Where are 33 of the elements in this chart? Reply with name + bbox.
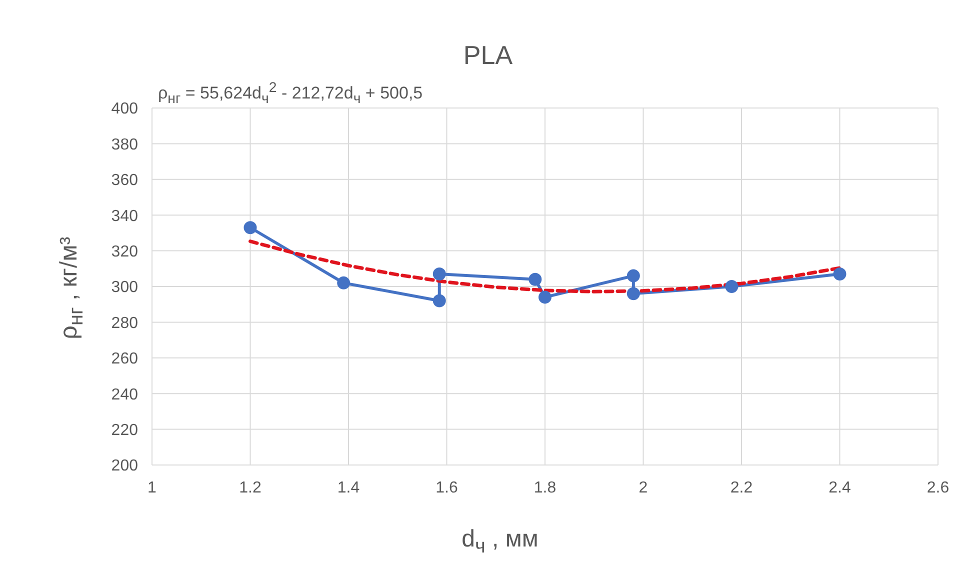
point	[432, 268, 446, 281]
point	[538, 290, 552, 304]
point	[432, 294, 446, 308]
x-axis-title: d$_{ч}$ , мм	[462, 526, 538, 558]
point	[244, 221, 257, 234]
chart-title: PLA	[462, 40, 514, 71]
x-tick-label: 2.6	[926, 479, 950, 496]
x-tick-label: 1.6	[436, 479, 458, 496]
point	[626, 269, 640, 282]
x-tick-label: 1.8	[534, 479, 556, 496]
x-tick-label: 1.2	[239, 479, 262, 496]
text: ρ$_{нг}$ = 55,624d$_{ч}$$^{2}$ - 212,72d$_{ч}$ + 500,5	[158, 80, 423, 108]
y-tick-label: 200	[111, 458, 138, 475]
point	[833, 268, 846, 281]
x-tick-label: 2	[638, 479, 648, 496]
y-tick-label: 320	[111, 243, 138, 260]
y-tick-label: 380	[111, 136, 138, 154]
point	[528, 272, 542, 286]
y-tick-label: 220	[111, 422, 138, 439]
x-tick-label: 1.4	[337, 479, 360, 496]
y-tick-label: 300	[111, 279, 138, 296]
y-tick-label: 340	[111, 208, 138, 225]
y-tick-label: 280	[111, 314, 138, 332]
x-tick-label: 1	[148, 479, 157, 496]
x-tick-label: 2.2	[730, 479, 753, 496]
y-tick-label: 360	[111, 172, 138, 190]
x-tick-label: 2.4	[828, 479, 851, 496]
point	[337, 276, 350, 290]
y-tick-label: 400	[111, 100, 138, 118]
y-tick-label: 260	[111, 350, 138, 368]
point	[725, 280, 738, 293]
y-tick-label: 240	[111, 386, 138, 404]
point	[626, 287, 640, 300]
